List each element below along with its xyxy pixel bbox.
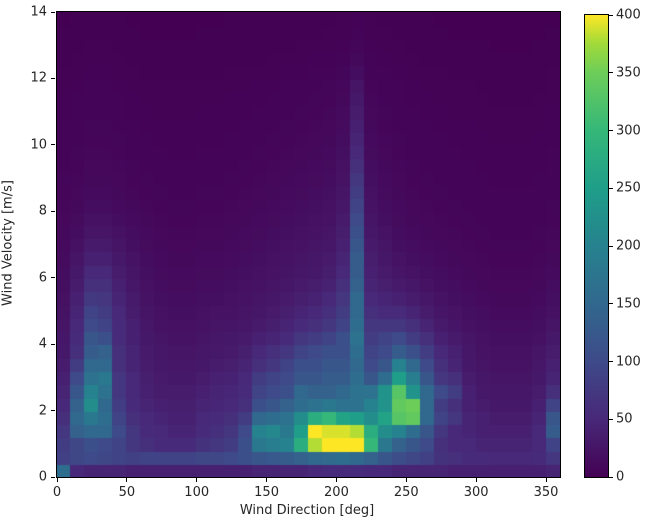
x-tick-label: 350 [533,485,559,500]
x-tick-mark [266,478,268,482]
colorbar-tick-label: 400 [616,7,641,23]
colorbar-tick-label: 200 [616,238,641,254]
colorbar-tick-label: 100 [616,354,641,369]
y-axis-label: Wind Velocity [m/s] [0,180,16,306]
y-tick-mark [51,343,55,345]
colorbar-tick-mark [609,418,613,420]
heatmap-canvas [57,12,560,477]
y-tick-mark [51,11,55,13]
y-tick-mark [51,410,55,412]
colorbar-tick-mark [609,303,613,305]
y-tick-label: 2 [38,403,47,419]
colorbar-tick-mark [609,72,613,74]
x-tick-label: 200 [324,485,349,500]
y-tick-mark [51,77,55,79]
x-tick-mark [196,478,198,482]
y-tick-mark [51,210,55,212]
x-tick-label: 100 [184,485,210,500]
colorbar [584,14,609,478]
plot-area [56,11,561,478]
colorbar-tick-label: 0 [616,469,625,485]
x-tick-mark [405,478,407,482]
colorbar-tick-mark [609,245,613,247]
x-tick-label: 50 [118,485,136,500]
x-tick-label: 250 [393,485,419,500]
colorbar-tick-mark [609,476,613,478]
y-tick-mark [51,277,55,279]
x-tick-label: 0 [52,485,62,500]
colorbar-tick-mark [609,14,613,16]
x-tick-label: 150 [254,485,279,500]
x-axis-label: Wind Direction [deg] [239,503,375,518]
y-tick-label: 8 [38,203,47,219]
y-tick-label: 4 [38,336,47,352]
colorbar-tick-mark [609,187,613,189]
x-tick-mark [335,478,337,482]
y-tick-label: 6 [38,270,47,286]
colorbar-tick-label: 350 [616,65,641,81]
colorbar-tick-label: 50 [616,411,633,427]
x-tick-label: 300 [463,485,489,500]
colorbar-tick-label: 300 [616,123,641,138]
y-tick-label: 14 [30,4,47,20]
y-tick-label: 10 [30,137,47,153]
x-tick-mark [126,478,128,482]
colorbar-tick-mark [609,130,613,131]
colorbar-tick-label: 250 [616,180,641,196]
x-tick-mark [545,478,547,482]
y-tick-mark [51,144,55,146]
colorbar-tick-label: 150 [616,296,641,312]
y-tick-label: 0 [38,469,47,485]
x-tick-mark [56,478,58,482]
y-tick-label: 12 [30,70,47,86]
colorbar-tick-mark [609,361,613,362]
y-tick-mark [51,476,55,478]
x-tick-mark [475,478,477,482]
